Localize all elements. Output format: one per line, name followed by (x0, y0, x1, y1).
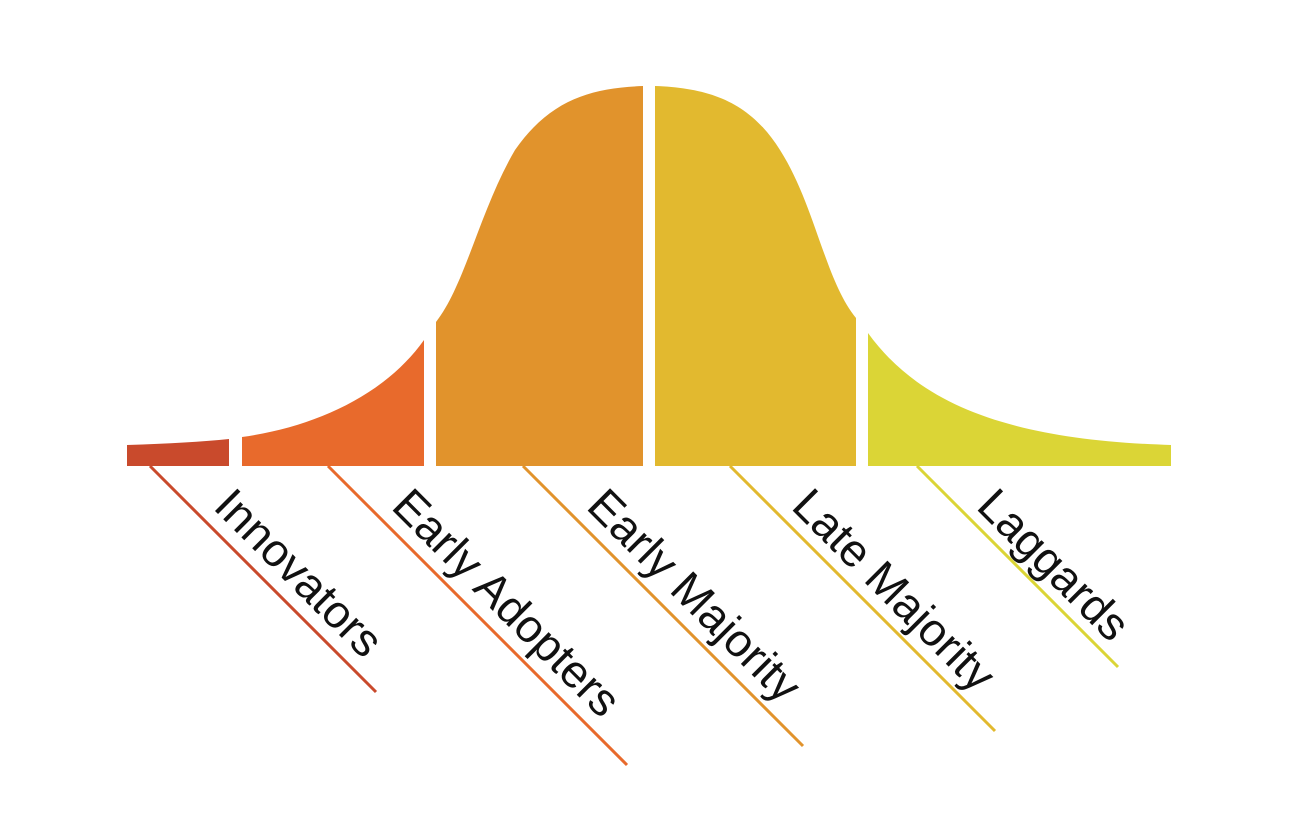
segment-late-majority-leader-line (728, 464, 997, 733)
segment-laggards-area (868, 333, 1171, 466)
segment-innovators-leader-line (148, 464, 378, 694)
segment-early-majority-leader-line (521, 464, 805, 748)
segment-early-adopters-area (242, 340, 424, 466)
segment-laggards-leader-line (915, 464, 1120, 669)
segment-label-laggards: Laggards (968, 478, 1140, 650)
bell-curve (127, 86, 1171, 466)
segment-labels: Innovators Early Adopters Early Majority… (205, 478, 1140, 726)
leader-lines (148, 464, 1120, 767)
segment-early-majority-area (436, 86, 643, 466)
segment-label-innovators: Innovators (205, 478, 394, 667)
segment-innovators-area (127, 439, 229, 466)
segment-early-adopters-leader-line (326, 464, 629, 767)
segment-late-majority-area (655, 86, 856, 466)
